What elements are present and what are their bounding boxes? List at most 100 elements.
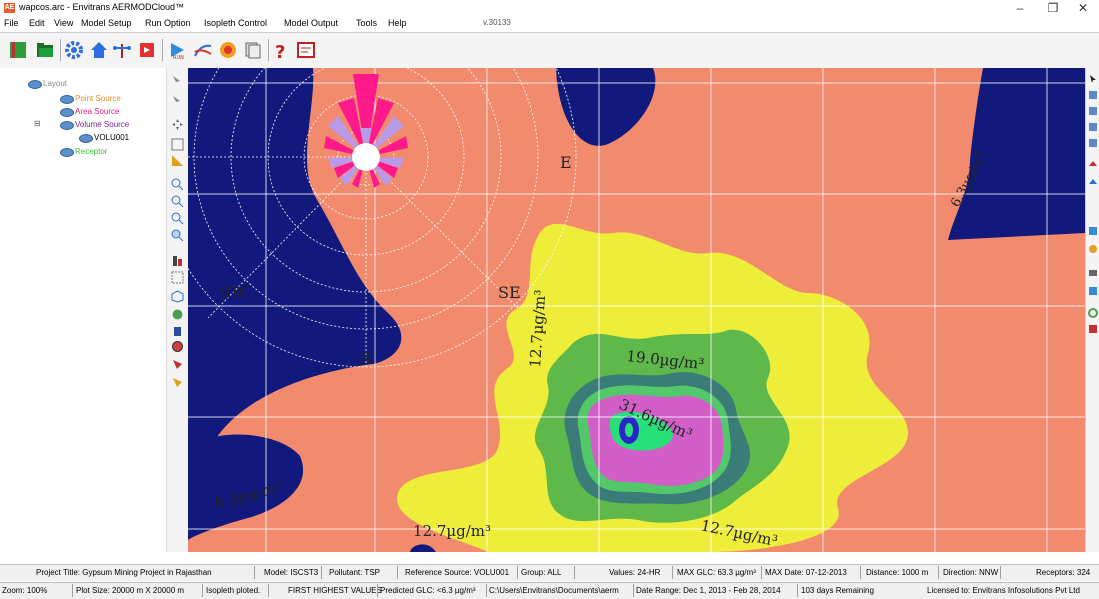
hand-icon[interactable] <box>1088 244 1098 254</box>
status-plot-size: Plot Size: 20000 m X 20000 m <box>76 586 185 595</box>
terrain-icon[interactable] <box>171 308 184 321</box>
isopleth-plot-icon[interactable] <box>193 40 213 60</box>
tree-item-volume-source[interactable]: Volume Source <box>75 120 130 129</box>
menu-model-setup[interactable]: Model Setup <box>81 18 132 28</box>
isopleth-label-12-7-south: 12.7µg/m³ <box>413 522 491 540</box>
source-tool-icon[interactable] <box>1088 122 1098 132</box>
status-model: Model: ISCST3 <box>264 568 319 577</box>
minimize-button[interactable]: – <box>1016 1 1024 15</box>
source-tree-icon[interactable] <box>112 40 132 60</box>
status-bar-top: Project Title: Gypsum Mining Project in … <box>0 564 1099 581</box>
zoom-window-icon[interactable] <box>171 212 184 225</box>
svg-text:?: ? <box>275 42 285 60</box>
license-form-icon[interactable] <box>296 40 316 60</box>
tree-item-point-source[interactable]: Point Source <box>75 94 121 103</box>
status-days-remaining: 103 days Remaining <box>801 586 874 595</box>
image-icon[interactable] <box>1088 226 1098 236</box>
source-tool-icon[interactable] <box>1088 138 1098 148</box>
close-button[interactable]: ✕ <box>1077 1 1089 15</box>
tree-root-layout[interactable]: Layout <box>43 79 68 88</box>
grid-icon[interactable] <box>171 138 184 151</box>
wind-rose-center <box>352 143 380 171</box>
tree-item-volu001[interactable]: VOLU001 <box>94 133 130 142</box>
map-tools-strip <box>166 68 189 552</box>
tree-collapse-icon[interactable]: ⊟ <box>34 119 41 128</box>
maximize-button[interactable]: ❐ <box>1047 1 1059 15</box>
zoom-in-icon[interactable] <box>171 178 184 191</box>
tree-item-area-source[interactable]: Area Source <box>75 107 120 116</box>
pan-icon[interactable] <box>171 118 184 131</box>
marker-icon[interactable] <box>171 358 184 371</box>
wind-rose-icon[interactable] <box>218 40 238 60</box>
source-tool-icon[interactable] <box>1088 106 1098 116</box>
right-tools-strip <box>1085 68 1099 552</box>
volume-source-icon <box>60 121 74 130</box>
menu-edit[interactable]: Edit <box>29 18 45 28</box>
home-icon[interactable] <box>89 40 109 60</box>
status-max-date: MAX Date: 07-12-2013 <box>765 568 847 577</box>
wind-rose <box>324 74 408 188</box>
pointer-icon[interactable] <box>1088 74 1098 84</box>
menu-file[interactable]: File <box>4 18 19 28</box>
settings-gear-icon[interactable] <box>64 40 84 60</box>
area-source-icon <box>60 108 74 117</box>
globe-icon[interactable] <box>171 340 184 353</box>
help-question-icon[interactable]: ? <box>271 40 291 60</box>
status-reference-source: Reference Source: VOLU001 <box>405 568 510 577</box>
exit-icon[interactable] <box>137 40 157 60</box>
menu-view[interactable]: View <box>54 18 74 28</box>
zoom-out-icon[interactable] <box>171 195 184 208</box>
ruler-icon[interactable] <box>171 154 184 167</box>
project-book-icon[interactable] <box>8 40 28 60</box>
menu-isopleth-control[interactable]: Isopleth Control <box>204 18 268 28</box>
status-isopleth: Isopleth ploted. <box>206 586 261 595</box>
status-distance: Distance: 1000 m <box>866 568 929 577</box>
building-icon[interactable] <box>171 254 184 267</box>
app-logo-icon: AE <box>4 3 15 13</box>
layout-tree-panel: Layout Point Source Area Source ⊟ Volume… <box>0 68 166 552</box>
edit-point-icon[interactable] <box>171 94 184 107</box>
receptor-icon <box>60 148 74 157</box>
menu-model-output[interactable]: Model Output <box>284 18 339 28</box>
menu-help[interactable]: Help <box>388 18 407 28</box>
direction-label-e: E <box>560 153 572 172</box>
isopleth-label-12-7-west: 12.7µg/m³ <box>526 289 549 368</box>
isopleth-map[interactable]: E SE SW S 12.7µg/m³ 19.0µg/m³ 31.6µg/m³ … <box>188 68 1085 552</box>
low-region-west <box>188 68 402 552</box>
status-max-glc: MAX GLC: 63.3 µg/m³ <box>677 568 756 577</box>
export-icon[interactable] <box>1088 324 1098 334</box>
delete-icon[interactable] <box>171 324 184 337</box>
version-label: v.30133 <box>483 18 511 27</box>
menu-run-option[interactable]: Run Option <box>145 18 191 28</box>
toolbar-separator <box>60 39 61 61</box>
layer-icon[interactable] <box>1088 268 1098 278</box>
low-region-southwest <box>188 434 304 540</box>
toolbar-separator <box>162 39 163 61</box>
direction-label-s: S <box>360 349 371 368</box>
toolbar-separator <box>268 39 269 61</box>
point-source-icon <box>60 95 74 104</box>
select-area-icon[interactable] <box>171 271 184 284</box>
title-bar: AE wapcos.arc - Envitrans AERMODCloud™ –… <box>0 0 1099 16</box>
map-icon[interactable] <box>1088 286 1098 296</box>
add-point-icon[interactable] <box>171 74 184 87</box>
low-region-south-1 <box>410 544 436 552</box>
cube-icon[interactable] <box>171 290 184 303</box>
source-tool-icon[interactable] <box>1088 90 1098 100</box>
open-folder-icon[interactable] <box>35 40 55 60</box>
wind-rose-petal-nnw <box>338 98 366 157</box>
menu-tools[interactable]: Tools <box>356 18 378 28</box>
run-icon[interactable]: RUN <box>167 40 187 60</box>
isopleth-map-svg[interactable]: E SE SW S 12.7µg/m³ 19.0µg/m³ 31.6µg/m³ … <box>188 68 1085 552</box>
refresh-icon[interactable] <box>1088 308 1098 318</box>
report-pages-icon[interactable] <box>243 40 263 60</box>
tag-icon[interactable] <box>171 376 184 389</box>
status-group: Group: ALL <box>521 568 562 577</box>
measure-icon[interactable] <box>1088 178 1098 188</box>
svg-text:RUN: RUN <box>173 55 184 60</box>
tree-item-receptor[interactable]: Receptor <box>75 147 108 156</box>
status-direction: Direction: NNW <box>943 568 999 577</box>
zoom-extent-icon[interactable] <box>171 229 184 242</box>
arrow-up-icon[interactable] <box>1088 160 1098 170</box>
status-bar-bottom: Zoom: 100% Plot Size: 20000 m X 20000 m … <box>0 582 1099 599</box>
